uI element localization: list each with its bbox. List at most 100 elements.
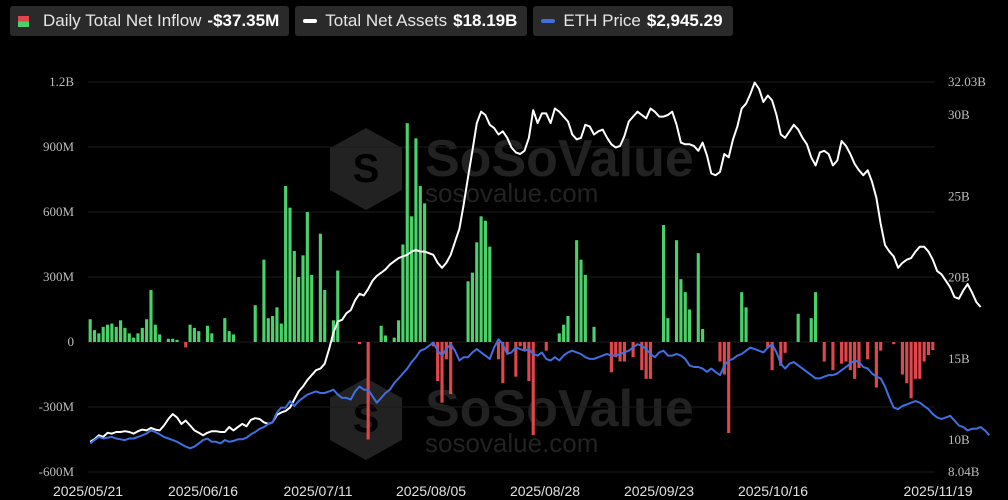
watermarks: S SoSoValue sosovalue.com S SoSoValue so…	[330, 128, 694, 460]
inflow-bar	[909, 342, 913, 399]
x-tick-label: 2025/11/19	[903, 483, 972, 499]
inflow-bar	[449, 342, 453, 394]
inflow-bar	[857, 342, 861, 368]
inflow-bar	[701, 329, 705, 342]
x-tick-label: 2025/09/23	[624, 483, 694, 499]
inflow-bar	[648, 342, 653, 379]
inflow-bar	[397, 320, 401, 342]
inflow-bar	[562, 324, 566, 342]
inflow-bar	[136, 333, 140, 342]
inflow-bar	[188, 324, 192, 342]
inflow-bar	[640, 342, 644, 371]
inflow-bar	[618, 342, 622, 362]
inflow-bar	[110, 323, 114, 342]
legend-eth-label: ETH Price	[563, 11, 641, 30]
right-tick-label: 8.04B	[948, 464, 980, 479]
inflow-bar	[119, 320, 123, 342]
inflow-bar	[436, 342, 440, 381]
x-tick-label: 2025/06/16	[168, 483, 238, 499]
legend: Daily Total Net Inflow -$37.35M Total Ne…	[10, 6, 733, 36]
inflow-bar	[197, 331, 201, 342]
inflow-bar	[279, 323, 283, 342]
inflow-bar	[383, 335, 388, 342]
inflow-bar	[744, 307, 748, 342]
sosovalue-logo-icon-top: S	[330, 128, 402, 210]
inflow-bar	[301, 255, 305, 342]
inflow-bar	[227, 331, 231, 342]
x-tick-label: 2025/08/05	[396, 483, 466, 499]
inflow-bar	[722, 342, 726, 375]
inflow-bar	[253, 305, 257, 342]
inflow-bar	[931, 342, 935, 351]
eth-line-swatch-icon	[541, 19, 556, 23]
left-tick-label: 0	[68, 334, 75, 349]
inflow-bar	[132, 337, 136, 342]
legend-assets-value: $18.19B	[453, 11, 518, 30]
inflow-bar	[592, 326, 596, 342]
inflow-bar	[105, 324, 110, 342]
inflow-bar	[866, 342, 870, 360]
inflow-bar	[88, 319, 92, 342]
watermark-site-bottom: sosovalue.com	[425, 428, 598, 458]
inflow-bar	[544, 342, 548, 351]
inflow-bar	[696, 253, 700, 342]
left-tick-label: 1.2B	[49, 74, 74, 89]
inflow-bar	[305, 212, 309, 342]
legend-inflow-label: Daily Total Net Inflow	[43, 11, 202, 30]
legend-total-net-assets[interactable]: Total Net Assets $18.19B	[295, 6, 528, 36]
inflow-bar	[831, 342, 835, 371]
inflow-bar	[583, 274, 587, 342]
inflow-bar	[496, 342, 501, 360]
inflow-bar	[140, 327, 144, 342]
right-tick-label: 20B	[948, 270, 970, 285]
inflow-bar	[905, 342, 909, 384]
eth-price-line	[89, 338, 991, 450]
inflow-bar	[271, 316, 275, 342]
legend-eth-value: $2,945.29	[646, 11, 723, 30]
inflow-bar	[483, 220, 488, 342]
inflow-bar	[475, 242, 479, 342]
inflow-bar	[418, 186, 422, 342]
inflow-bar	[674, 240, 679, 342]
left-tick-label: -600M	[39, 464, 75, 479]
inflow-bar	[488, 246, 492, 342]
legend-eth-price[interactable]: ETH Price $2,945.29	[533, 6, 733, 36]
inflow-bar	[557, 333, 561, 342]
legend-daily-net-inflow[interactable]: Daily Total Net Inflow -$37.35M	[10, 6, 290, 36]
inflow-bar	[284, 186, 288, 342]
right-tick-label: 25B	[948, 188, 970, 203]
inflow-bar	[522, 342, 527, 351]
right-tick-label: 30B	[948, 107, 970, 122]
x-tick-label: 2025/08/28	[510, 483, 580, 499]
inflow-bar	[718, 342, 722, 362]
x-tick-label: 2025/10/16	[738, 483, 808, 499]
inflow-bar	[153, 324, 157, 342]
inflow-bars	[88, 123, 935, 440]
inflow-bar	[127, 333, 131, 342]
inflow-bar	[918, 342, 922, 379]
inflow-bar	[796, 313, 800, 342]
inflow-bar	[192, 327, 196, 342]
inflow-bar	[779, 342, 783, 366]
inflow-bar	[661, 225, 666, 342]
inflow-bar	[479, 216, 483, 342]
inflow-bar	[813, 292, 818, 342]
inflow-bar	[392, 337, 396, 342]
inflow-bar	[575, 240, 579, 342]
inflow-bar	[879, 342, 883, 351]
inflow-bar	[844, 342, 848, 362]
inflow-bar	[97, 333, 101, 342]
inflow-bar	[740, 292, 744, 342]
inflow-bar	[231, 334, 236, 342]
inflow-bar	[505, 342, 509, 353]
total-net-assets-line	[89, 81, 982, 443]
inflow-bar	[514, 342, 518, 377]
watermark-brand-top: SoSoValue	[425, 130, 694, 188]
assets-line-swatch-icon	[303, 19, 318, 23]
inflow-bar	[501, 342, 505, 384]
x-axis-ticks: 2025/05/21 2025/06/16 2025/07/11 2025/08/05…	[53, 483, 973, 499]
inflow-bar	[423, 203, 427, 342]
inflow-bar	[379, 325, 383, 342]
inflow-bar	[310, 274, 314, 342]
